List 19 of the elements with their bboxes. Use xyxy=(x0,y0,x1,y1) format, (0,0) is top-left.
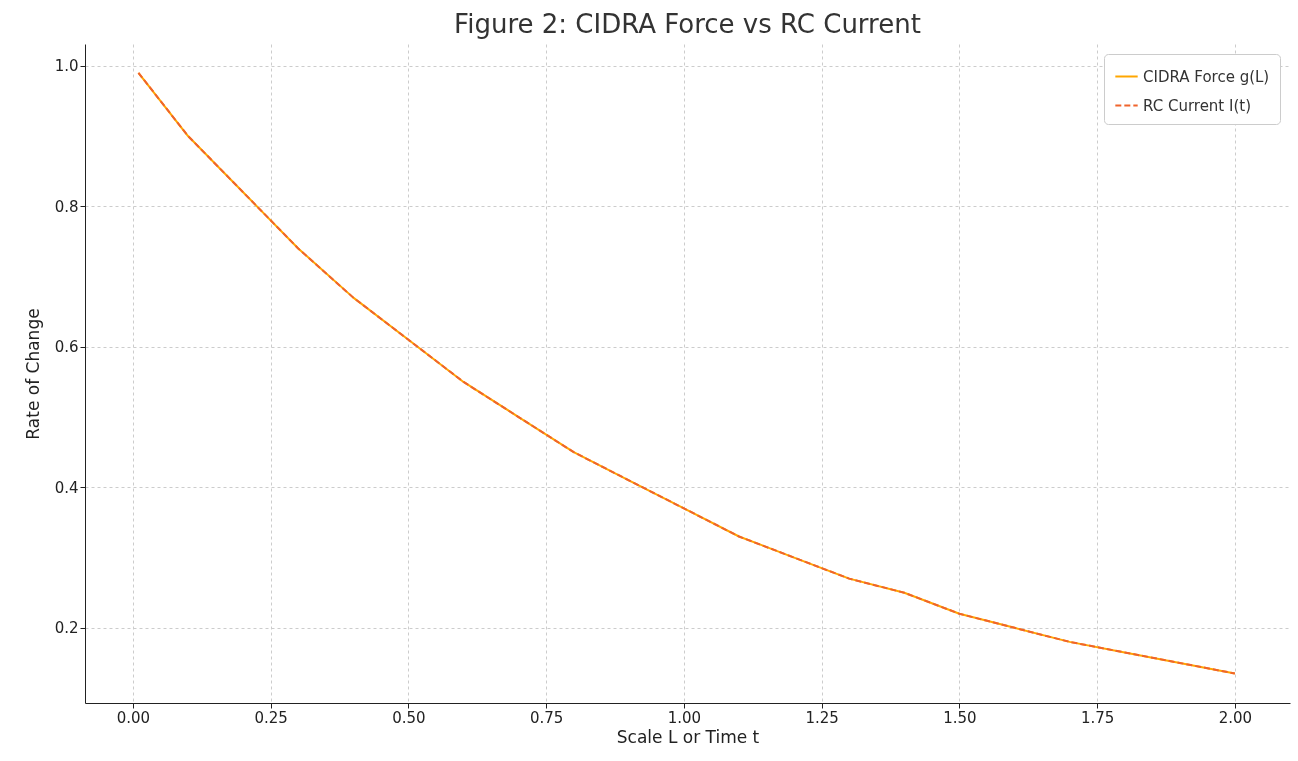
y-tick-label: 0.6 xyxy=(54,338,79,357)
x-tick-label: 0.25 xyxy=(254,708,288,727)
y-tick-label: 0.4 xyxy=(54,478,79,497)
y-axis-title: Rate of Change xyxy=(22,308,43,440)
y-tick-label: 1.0 xyxy=(54,57,79,76)
x-axis-title: Scale L or Time t xyxy=(616,726,760,747)
legend-label: CIDRA Force g(L) xyxy=(1143,67,1270,86)
x-tick-label: 0.75 xyxy=(529,708,564,727)
legend-label: RC Current I(t) xyxy=(1143,96,1252,115)
x-tick-label: 1.00 xyxy=(667,708,702,727)
x-tick-label: 0.00 xyxy=(116,708,151,727)
x-tick-label: 1.50 xyxy=(943,708,977,727)
x-tick-label: 0.50 xyxy=(392,708,426,727)
x-tick-label: 2.00 xyxy=(1218,708,1253,727)
y-tick-label: 0.8 xyxy=(54,197,79,216)
y-tick-label: 0.2 xyxy=(54,619,79,638)
chart-title: Figure 2: CIDRA Force vs RC Current xyxy=(454,9,921,39)
x-tick-label: 1.25 xyxy=(805,708,839,727)
x-tick-label: 1.75 xyxy=(1080,708,1115,727)
